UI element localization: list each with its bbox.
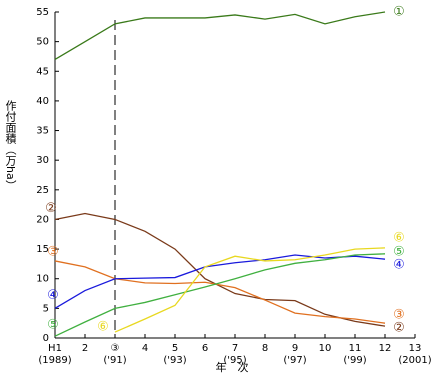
x-tick-label: 5	[172, 343, 178, 354]
x-tick-label: 10	[319, 343, 332, 354]
series-line	[54, 253, 386, 337]
series-label: ③	[393, 308, 405, 323]
series-label: ⑤	[393, 244, 405, 259]
x-tick-year: ('91)	[103, 355, 126, 366]
y-tick-label: 50	[36, 37, 49, 48]
x-tick-year: ('95)	[223, 355, 246, 366]
y-tick-label: 30	[36, 155, 49, 166]
x-tick-label: 12	[379, 343, 392, 354]
series-label: ③	[47, 244, 59, 259]
x-tick-year: ('99)	[343, 355, 366, 366]
series-label: ⑥	[97, 320, 109, 335]
x-tick-year: ('97)	[283, 355, 306, 366]
y-axis-label: 作付面積（万ha）	[4, 100, 17, 191]
y-tick-label: 45	[36, 66, 49, 77]
x-tick-year: (1989)	[38, 355, 71, 366]
x-tick-year: (2001)	[398, 355, 431, 366]
x-tick-year: ('93)	[163, 355, 186, 366]
series-label: ②	[393, 321, 405, 336]
series-label: ④	[47, 288, 59, 303]
series-line	[54, 254, 386, 309]
x-tick-label: ③	[111, 343, 120, 354]
series-label: ②	[45, 201, 57, 216]
y-tick-label: 20	[36, 214, 49, 225]
x-tick-label: 8	[262, 343, 268, 354]
x-axis-label: 年 次	[216, 360, 249, 374]
y-tick-label: 40	[36, 96, 49, 107]
y-tick-label: 55	[36, 7, 49, 18]
series-label: ④	[393, 258, 405, 273]
x-tick-label: 7	[232, 343, 238, 354]
series-label: ⑤	[47, 318, 59, 333]
series-label: ①	[393, 5, 405, 20]
y-tick-label: 10	[36, 274, 49, 285]
series-line	[54, 260, 386, 324]
series-line	[54, 11, 386, 60]
x-tick-label: 9	[292, 343, 298, 354]
y-tick-label: 0	[43, 333, 49, 344]
y-tick-label: 25	[36, 185, 49, 196]
x-tick-label: 11	[349, 343, 362, 354]
x-tick-label: 6	[202, 343, 208, 354]
series-label: ⑥	[393, 230, 405, 245]
y-tick-label: 35	[36, 126, 49, 137]
x-tick-label: H1	[48, 343, 62, 354]
x-tick-label: 2	[82, 343, 88, 354]
series-line	[114, 247, 386, 333]
y-tick-label: 5	[43, 303, 49, 314]
series-line	[54, 212, 386, 327]
x-tick-label: 13	[409, 343, 422, 354]
y-tick-label: 15	[36, 244, 49, 255]
x-tick-label: 4	[142, 343, 148, 354]
